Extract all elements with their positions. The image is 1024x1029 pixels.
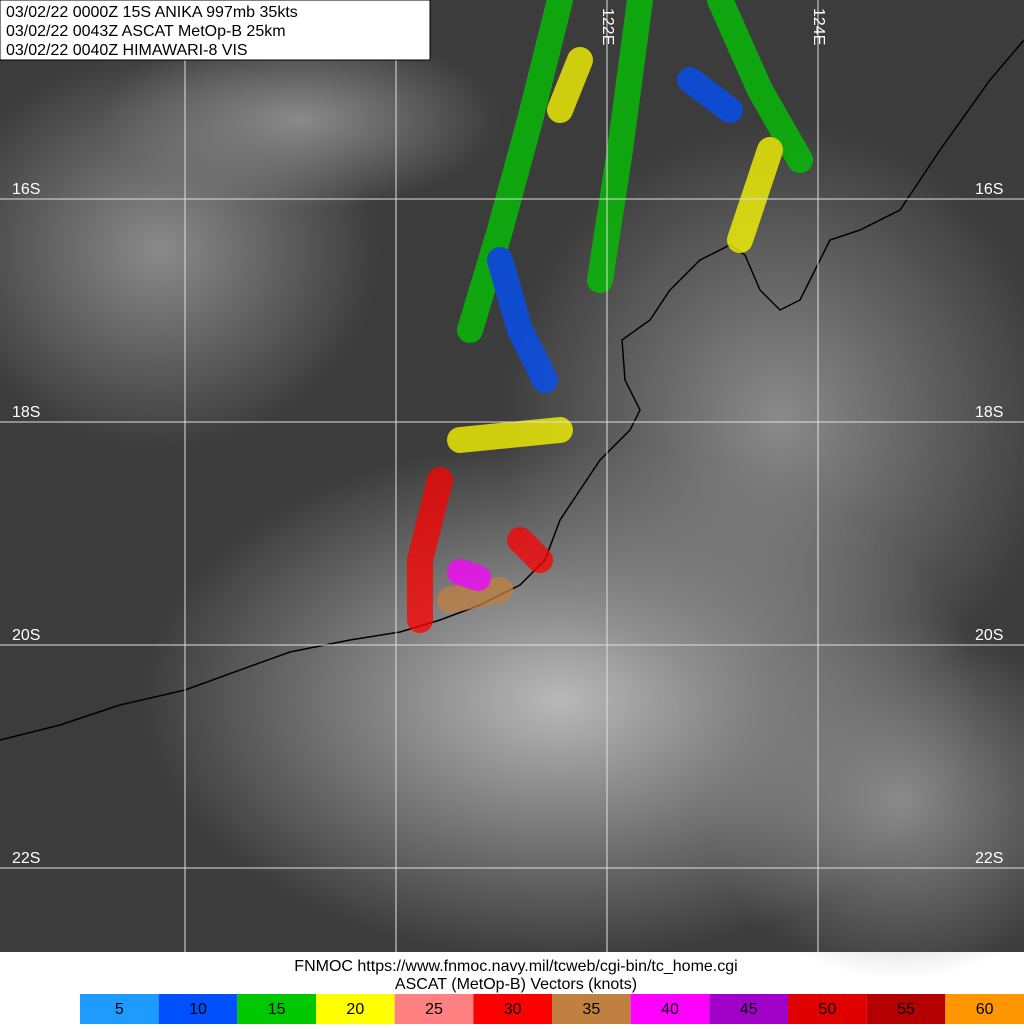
- wind-band: [707, 0, 813, 173]
- legend-label: 20: [346, 1001, 364, 1018]
- lat-label: 18S: [12, 404, 40, 421]
- legend-swatch: [945, 994, 1024, 1024]
- legend-label: 45: [740, 1001, 758, 1018]
- lat-label: 22S: [12, 850, 40, 867]
- legend-swatch: [866, 994, 946, 1024]
- lat-label: 16S: [975, 181, 1003, 198]
- cloud: [700, 620, 1024, 980]
- cloud: [100, 30, 500, 210]
- legend-swatch: [316, 994, 395, 1024]
- lat-label: 18S: [975, 404, 1003, 421]
- graticule: [0, 0, 1024, 952]
- legend-label: 15: [268, 1001, 286, 1018]
- legend-label: 50: [818, 1001, 836, 1018]
- legend-label: 35: [582, 1001, 600, 1018]
- wind-band: [437, 577, 513, 613]
- wind-band: [447, 47, 783, 453]
- lat-label: 22S: [975, 850, 1003, 867]
- legend-swatch: [552, 994, 631, 1024]
- legend-label: 40: [661, 1001, 679, 1018]
- legend-label: 5: [115, 1001, 124, 1018]
- header: 03/02/22 0000Z 15S ANIKA 997mb 35kts 03/…: [6, 4, 298, 59]
- legend-swatch: [630, 994, 710, 1024]
- legend-label: 30: [504, 1001, 522, 1018]
- legend: 5 10 15 20 25 30 35 40 45 50 55 60: [80, 994, 1024, 1024]
- lon-label: 122E: [599, 8, 616, 45]
- legend-swatch: [709, 994, 788, 1024]
- legend-swatch: [394, 994, 474, 1024]
- wind-band: [487, 247, 558, 393]
- header-line: 03/02/22 0040Z HIMAWARI-8 VIS: [6, 42, 248, 59]
- legend-label: 10: [189, 1001, 207, 1018]
- legend-title: ASCAT (MetOp-B) Vectors (knots): [395, 976, 637, 993]
- wind-swath: [407, 0, 813, 633]
- cloud: [500, 120, 1024, 720]
- legend-label: 60: [976, 1001, 994, 1018]
- lat-label: 16S: [12, 181, 40, 198]
- legend-swatch: [473, 994, 552, 1024]
- wind-band: [447, 559, 491, 591]
- legend-label: 55: [897, 1001, 915, 1018]
- wind-band: [457, 0, 573, 343]
- wind-band: [677, 67, 743, 123]
- legend-label: 25: [425, 1001, 443, 1018]
- header-line: 03/02/22 0043Z ASCAT MetOp-B 25km: [6, 23, 286, 40]
- legend-swatch: [158, 994, 238, 1024]
- legend-swatch: [788, 994, 867, 1024]
- lat-label: 20S: [12, 627, 40, 644]
- header-box: [0, 0, 431, 61]
- coastline: [0, 39, 1024, 741]
- legend-swatch: [80, 994, 159, 1024]
- footer-source: FNMOC https://www.fnmoc.navy.mil/tcweb/c…: [294, 958, 737, 975]
- lat-labels: 16S 16S 18S 18S 20S 20S 22S 22S 122E 124…: [12, 8, 1003, 867]
- wind-band: [507, 527, 553, 573]
- legend-swatch: [237, 994, 316, 1024]
- lon-label: 124E: [810, 8, 827, 45]
- wind-band: [407, 467, 453, 633]
- lat-label: 20S: [975, 627, 1003, 644]
- header-line: 03/02/22 0000Z 15S ANIKA 997mb 35kts: [6, 4, 298, 21]
